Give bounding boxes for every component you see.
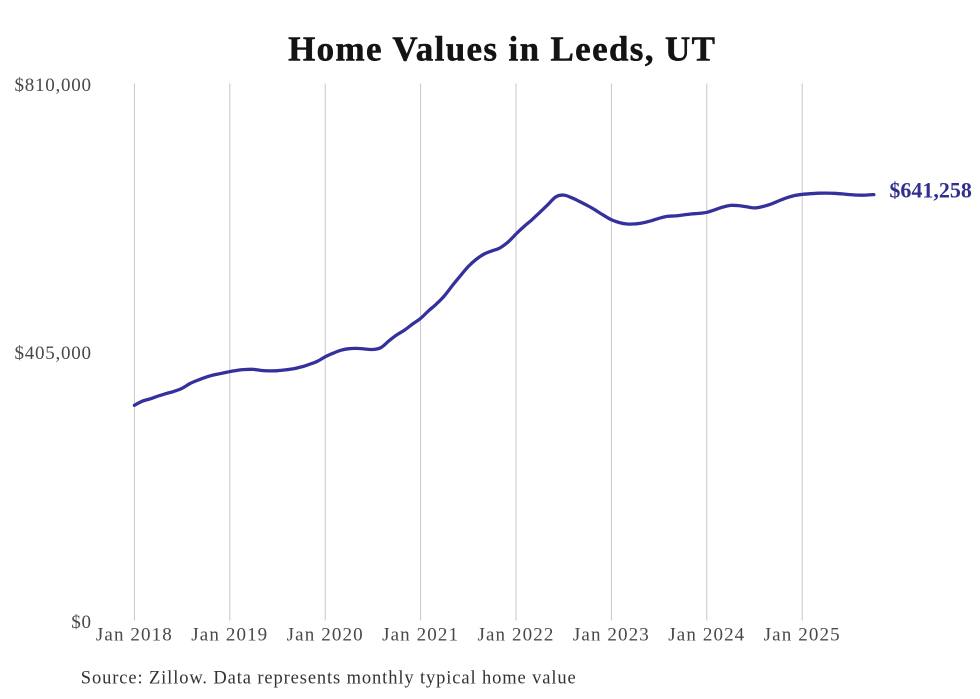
svg-text:Jan 2024: Jan 2024 — [668, 625, 745, 646]
svg-text:Jan 2019: Jan 2019 — [191, 625, 268, 646]
svg-text:Jan 2021: Jan 2021 — [382, 625, 459, 646]
svg-text:Jan 2023: Jan 2023 — [573, 625, 650, 646]
svg-text:Jan 2020: Jan 2020 — [287, 625, 364, 646]
svg-text:Jan 2022: Jan 2022 — [477, 625, 554, 646]
svg-text:Jan 2025: Jan 2025 — [764, 625, 841, 646]
svg-text:Home Values in Leeds, UT: Home Values in Leeds, UT — [288, 30, 716, 69]
svg-text:$405,000: $405,000 — [15, 343, 92, 364]
svg-text:$0: $0 — [71, 612, 92, 633]
svg-text:Source: Zillow. Data represent: Source: Zillow. Data represents monthly … — [81, 668, 577, 688]
svg-text:$810,000: $810,000 — [15, 75, 92, 96]
svg-text:$641,258: $641,258 — [889, 178, 972, 203]
svg-text:Jan 2018: Jan 2018 — [96, 625, 173, 646]
